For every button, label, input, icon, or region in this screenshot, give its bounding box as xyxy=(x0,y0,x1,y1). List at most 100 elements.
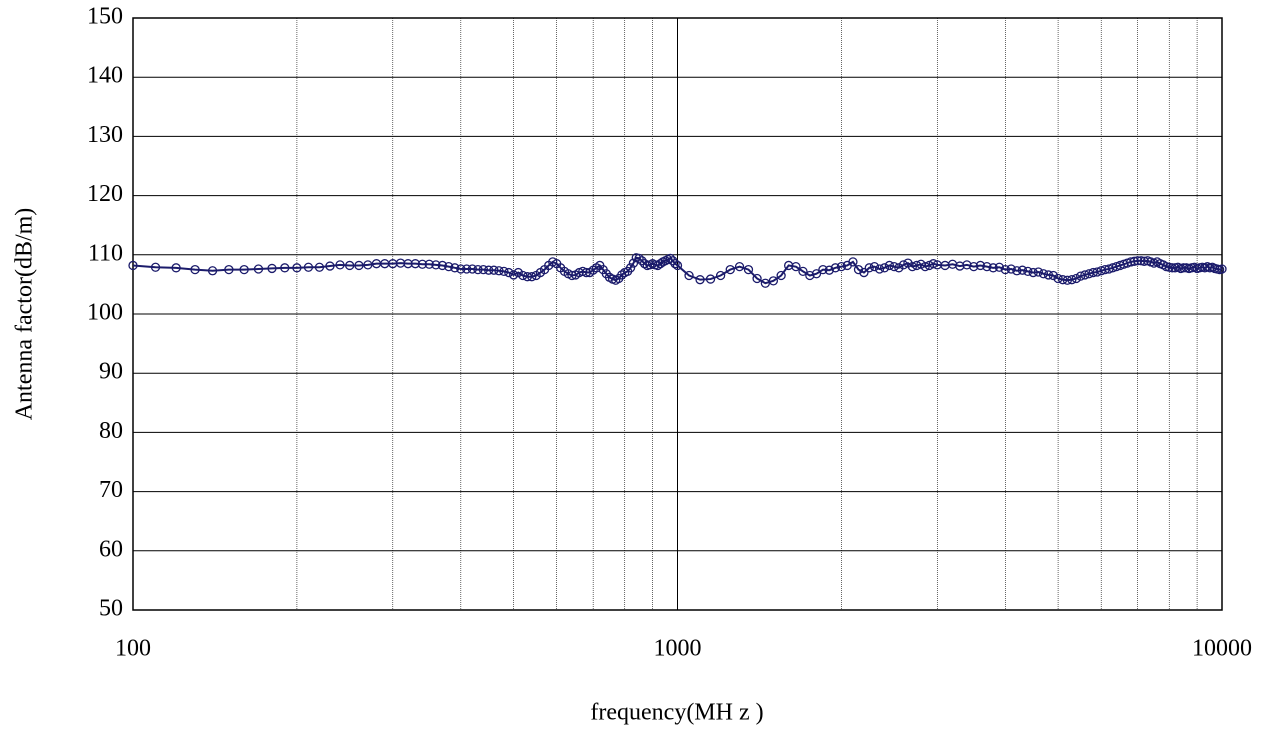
data-point xyxy=(128,260,138,271)
data-point xyxy=(634,253,644,264)
data-point xyxy=(473,264,483,275)
data-point xyxy=(1012,266,1022,276)
data-point xyxy=(450,263,460,273)
data-point xyxy=(848,257,858,267)
data-point xyxy=(1000,264,1010,275)
data-point xyxy=(484,265,494,275)
y-tick-label: 120 xyxy=(87,181,123,207)
data-point xyxy=(499,266,509,277)
data-point xyxy=(494,266,504,276)
data-point xyxy=(1028,267,1038,278)
data-point xyxy=(1067,275,1077,285)
plot-frame xyxy=(132,17,1223,611)
data-point xyxy=(292,263,302,273)
data-point xyxy=(655,259,665,269)
data-point xyxy=(836,261,847,272)
data-point xyxy=(150,262,161,272)
data-point xyxy=(637,256,647,266)
data-point xyxy=(325,261,335,271)
data-point xyxy=(437,260,448,271)
data-point xyxy=(403,259,413,269)
x-axis-label: frequency(MH z ) xyxy=(590,700,763,726)
data-point xyxy=(874,264,885,274)
data-point xyxy=(171,263,181,273)
data-point xyxy=(818,264,828,275)
data-point xyxy=(303,262,314,272)
data-point xyxy=(345,260,355,271)
data-point xyxy=(363,260,373,270)
y-tick-label: 150 xyxy=(87,4,123,30)
data-point xyxy=(1062,275,1073,285)
data-point xyxy=(431,260,441,270)
data-point xyxy=(190,264,200,275)
data-point xyxy=(1033,267,1044,277)
data-point xyxy=(625,263,636,273)
y-tick-label: 90 xyxy=(99,359,123,385)
y-tick-label: 140 xyxy=(87,63,123,89)
data-point xyxy=(982,261,992,272)
data-point xyxy=(853,264,864,275)
data-point xyxy=(267,263,277,274)
data-point xyxy=(962,260,972,270)
data-point xyxy=(467,264,478,274)
data-point xyxy=(456,264,466,274)
data-point xyxy=(988,263,998,273)
data-point xyxy=(884,260,895,271)
data-point xyxy=(504,267,514,278)
data-point xyxy=(830,263,841,273)
data-point xyxy=(695,275,705,285)
data-point xyxy=(743,264,754,275)
data-point xyxy=(239,264,249,275)
data-point xyxy=(894,263,904,273)
data-point xyxy=(462,264,472,274)
data-point xyxy=(1133,256,1143,266)
data-point xyxy=(928,259,938,269)
data-point xyxy=(672,260,683,271)
data-point xyxy=(1017,265,1028,275)
data-point xyxy=(1217,264,1227,274)
data-point xyxy=(1136,256,1146,266)
data-point xyxy=(920,261,930,272)
data-point xyxy=(879,263,890,273)
data-point xyxy=(1058,275,1068,285)
data-point xyxy=(417,259,428,269)
y-tick-label: 50 xyxy=(99,596,123,622)
data-point xyxy=(424,259,434,269)
x-tick-label: 10000 xyxy=(1192,636,1252,662)
data-point xyxy=(805,270,815,281)
data-point xyxy=(354,260,364,271)
data-point xyxy=(207,266,218,276)
data-point xyxy=(478,264,489,275)
data-point xyxy=(768,276,779,286)
data-point xyxy=(522,272,533,282)
data-point xyxy=(684,270,694,281)
y-tick-label: 80 xyxy=(99,418,123,444)
data-point xyxy=(864,263,874,273)
x-tick-label: 1000 xyxy=(654,636,702,662)
data-point xyxy=(1006,264,1016,274)
data-point xyxy=(760,278,771,288)
data-point xyxy=(489,265,499,275)
data-point xyxy=(253,264,264,274)
data-point xyxy=(335,260,345,270)
data-point xyxy=(898,260,909,270)
data-point xyxy=(907,261,918,272)
data-point xyxy=(869,261,880,272)
data-point xyxy=(975,260,986,271)
y-tick-label: 70 xyxy=(99,477,123,503)
data-point xyxy=(665,253,675,264)
data-point xyxy=(518,270,528,281)
data-point xyxy=(725,264,735,275)
data-point xyxy=(444,261,454,272)
data-point xyxy=(670,259,680,269)
data-point xyxy=(859,267,869,278)
data-point xyxy=(752,273,762,284)
data-point xyxy=(314,262,325,272)
data-point xyxy=(969,261,979,272)
data-point xyxy=(791,261,801,272)
data-point xyxy=(1043,270,1054,280)
data-point xyxy=(513,267,523,278)
y-tick-label: 100 xyxy=(87,300,123,326)
data-point xyxy=(1126,257,1136,267)
data-point xyxy=(1075,271,1086,281)
